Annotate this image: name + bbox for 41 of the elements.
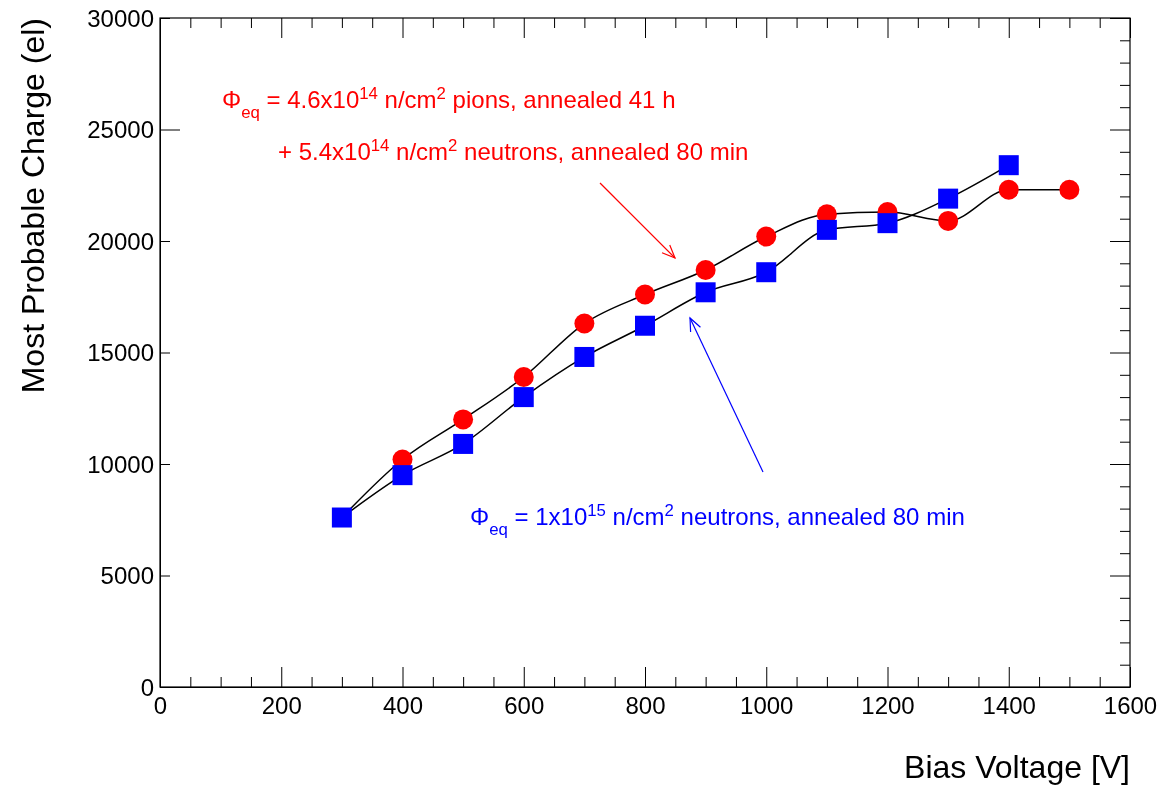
y-tick-label: 20000 (87, 227, 154, 255)
x-tick-label: 200 (261, 692, 302, 720)
x-axis-title: Bias Voltage [V] (904, 749, 1130, 785)
x-tick-label: 800 (625, 692, 666, 720)
y-axis-title: Most Probable Charge (el) (15, 18, 51, 394)
y-tick-label: 10000 (87, 450, 154, 478)
point (574, 346, 595, 367)
point (695, 282, 716, 303)
point (756, 262, 777, 283)
y-tick-label: 25000 (87, 116, 154, 143)
x-tick-label: 1000 (740, 692, 794, 720)
point (998, 155, 1019, 176)
point (1059, 179, 1080, 200)
point (635, 315, 655, 336)
point (513, 387, 534, 408)
point (938, 188, 959, 209)
point (877, 213, 898, 234)
point (574, 313, 595, 334)
point (816, 219, 837, 240)
annotation: Φ$_{eq}$ = 1x10$^{15}$ n/cm$^{2}$ neutrons, annealed 80 min (470, 500, 965, 539)
y-tick-label: 5000 (100, 562, 154, 589)
point (756, 226, 777, 247)
point (635, 284, 655, 305)
point (453, 409, 474, 430)
point (453, 433, 474, 454)
x-tick-label: 400 (382, 692, 424, 720)
y-tick-label: 15000 (87, 339, 154, 366)
x-tick-label: 600 (504, 692, 545, 720)
y-tick-label: 30000 (87, 4, 154, 32)
point (392, 465, 413, 486)
annotation: + 5.4x10$^{14}$ n/cm$^{2}$ neutrons, annealed 80 min (278, 135, 749, 165)
point (513, 367, 534, 388)
point (998, 179, 1019, 200)
point (938, 210, 959, 231)
x-tick-label: 1600 (1103, 692, 1158, 720)
point (331, 507, 352, 528)
y-tick-label: 0 (140, 673, 154, 701)
point (695, 259, 716, 280)
x-tick-label: 1200 (861, 692, 915, 720)
annotation: Φ$_{eq}$ = 4.6x10$^{14}$ n/cm$^{2}$ pions, annealed 41 h (222, 83, 676, 122)
x-tick-label: 1400 (982, 692, 1036, 720)
